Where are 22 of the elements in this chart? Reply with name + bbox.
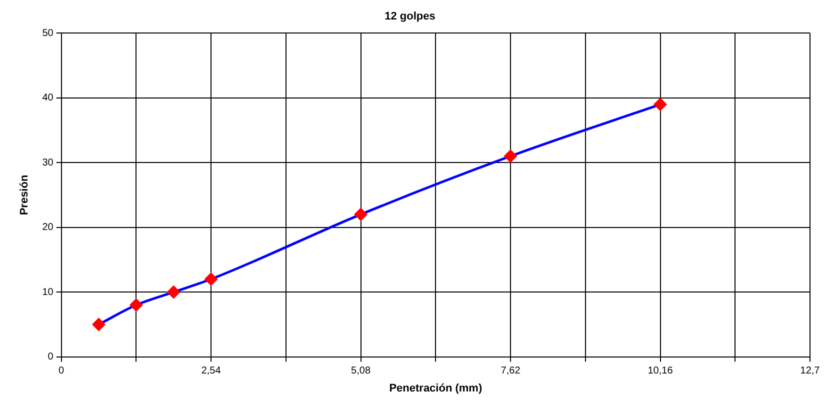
y-tick-label: 10 bbox=[42, 286, 54, 298]
point bbox=[204, 272, 218, 286]
y-tick-label: 50 bbox=[42, 28, 54, 39]
y-tick-label: 20 bbox=[42, 222, 54, 234]
point bbox=[654, 98, 667, 111]
chart-title: 12 golpes bbox=[384, 10, 436, 23]
point bbox=[354, 208, 368, 221]
point bbox=[92, 318, 106, 331]
y-tick-label: 40 bbox=[42, 92, 54, 104]
point bbox=[504, 150, 517, 162]
x-tick-label: 5,08 bbox=[351, 366, 371, 377]
point bbox=[167, 286, 180, 298]
point bbox=[130, 298, 142, 312]
y-tick-label: 30 bbox=[42, 157, 54, 168]
x-axis-title: Penetración (mm) bbox=[389, 382, 482, 394]
x-tick-label: 12,7 bbox=[800, 366, 820, 377]
y-axis-title: Presión bbox=[18, 174, 31, 216]
x-tick-label: 10,16 bbox=[648, 366, 674, 377]
x-tick-label: 2,54 bbox=[201, 366, 222, 377]
x-tick-label: 0 bbox=[58, 366, 65, 377]
y-tick-label: 0 bbox=[48, 352, 54, 363]
x-tick-label: 7,62 bbox=[500, 366, 521, 377]
